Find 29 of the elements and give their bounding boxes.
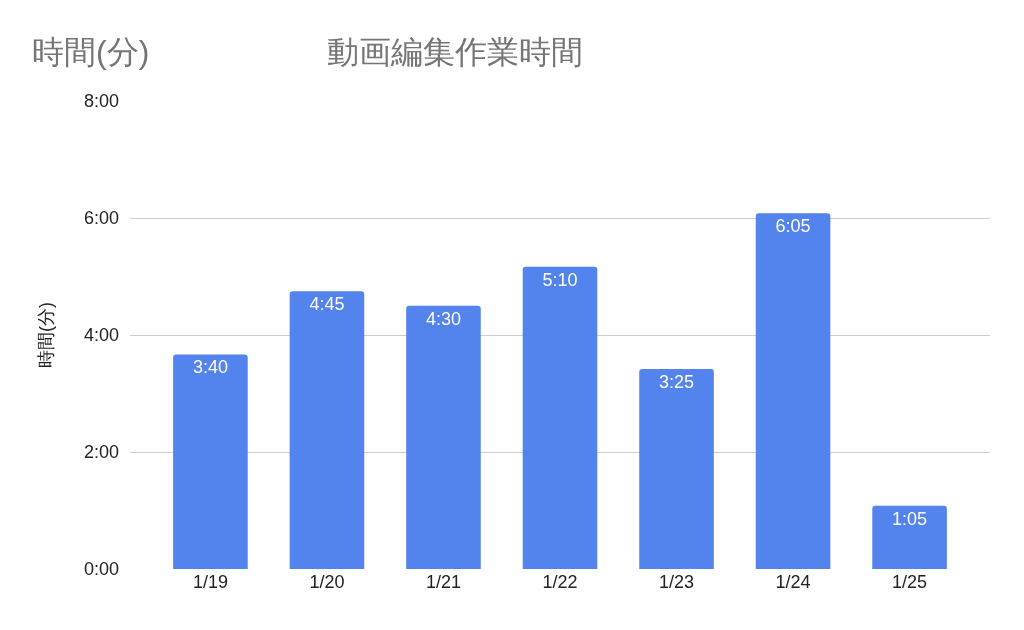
bar [406,305,481,569]
bar [755,213,831,569]
bar [289,291,365,569]
text: 時間(分) [32,34,150,70]
bar [173,354,248,569]
x-tick-label: 1/22 [542,572,578,592]
x-tick-label: 1/20 [309,572,345,592]
data-label: 4:30 [425,308,461,329]
x-tick-label: 1/19 [192,572,228,592]
bar [639,369,714,569]
y-tick-label: 8:00 [83,91,119,112]
x-tick-label: 1/23 [659,572,695,592]
data-label: 5:10 [542,269,578,290]
data-label: 1:05 [892,508,928,529]
y-tick-label: 2:00 [83,442,119,463]
data-label: 3:25 [659,372,695,393]
data-label: 6:05 [775,216,811,237]
x-tick-label: 1/25 [892,572,928,592]
y-tick-label: 4:00 [83,325,119,346]
y-axis-title: 時間(分) [36,302,57,368]
x-tick-label: 1/24 [775,572,811,592]
chart-title: 動画編集作業時間 [327,34,583,71]
bar [522,266,598,569]
data-label: 3:40 [192,357,228,378]
x-tick-label: 1/21 [425,572,461,592]
bar [872,505,947,569]
y-tick-label: 6:00 [83,208,119,229]
data-label: 4:45 [309,294,345,315]
y-tick-label: 0:00 [83,559,119,580]
